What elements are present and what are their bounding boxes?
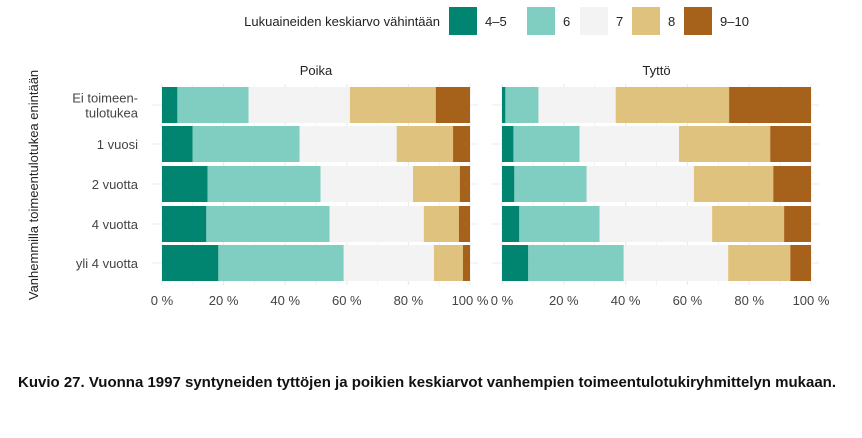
bar-segment	[206, 206, 330, 242]
bar-segment	[218, 245, 344, 281]
bar-segment	[579, 126, 680, 162]
bar-segment	[320, 166, 414, 202]
panel-title: Poika	[300, 63, 333, 78]
bar-segment	[162, 126, 193, 162]
legend-label: 6	[563, 14, 570, 29]
category-label: tulotukea	[85, 106, 139, 121]
bar-segment	[693, 166, 774, 202]
bar-segment	[770, 126, 811, 162]
legend-swatch	[527, 7, 555, 35]
bar-segment	[502, 87, 506, 123]
bar-segment	[413, 166, 460, 202]
category-label: 4 vuotta	[92, 217, 139, 232]
bar-segment	[329, 206, 424, 242]
legend-label: 7	[616, 14, 623, 29]
x-tick-label: 80 %	[394, 293, 424, 308]
bar-segment	[502, 126, 514, 162]
bar-segment	[162, 206, 207, 242]
bar-segment	[453, 126, 470, 162]
bar-segment	[435, 87, 470, 123]
bar-segment	[502, 245, 529, 281]
bar-segment	[458, 206, 470, 242]
x-tick-label: 0 %	[491, 293, 514, 308]
bar-segment	[729, 87, 811, 123]
figure-caption: Kuvio 27. Vuonna 1997 syntyneiden tyttöj…	[18, 374, 836, 391]
legend-swatch	[580, 7, 608, 35]
panel-title: Tyttö	[642, 63, 670, 78]
bar-segment	[623, 245, 729, 281]
y-axis-title: Vanhemmilla toimeentulotukea enintään	[26, 70, 41, 300]
bar-segment	[248, 87, 350, 123]
bar-segment	[505, 87, 539, 123]
x-tick-label: 60 %	[673, 293, 703, 308]
bar-segment	[502, 206, 520, 242]
bar-segment	[177, 87, 249, 123]
bar-segment	[343, 245, 434, 281]
bar-segment	[586, 166, 694, 202]
legend-label: 8	[668, 14, 675, 29]
bar-segment	[462, 245, 470, 281]
bar-segment	[519, 206, 600, 242]
x-tick-label: 20 %	[549, 293, 579, 308]
bar-segment	[712, 206, 785, 242]
legend-label: 9–10	[720, 14, 749, 29]
bar-segment	[773, 166, 811, 202]
legend-swatch	[684, 7, 712, 35]
x-tick-label: 20 %	[209, 293, 239, 308]
bar-segment	[162, 166, 208, 202]
legend-swatch	[632, 7, 660, 35]
bar-segment	[528, 245, 624, 281]
bar-segment	[728, 245, 791, 281]
bar-segment	[538, 87, 616, 123]
bar-segment	[192, 126, 300, 162]
bar-segment	[423, 206, 459, 242]
bar-segment	[615, 87, 730, 123]
bar-segment	[513, 126, 580, 162]
bar-segment	[679, 126, 771, 162]
bar-segment	[790, 245, 811, 281]
x-tick-label: 0 %	[151, 293, 174, 308]
x-tick-label: 60 %	[332, 293, 362, 308]
bar-segment	[162, 245, 219, 281]
legend-label: 4–5	[485, 14, 507, 29]
bar-segment	[502, 166, 515, 202]
bar-segment	[599, 206, 713, 242]
x-tick-label: 40 %	[270, 293, 300, 308]
x-tick-label: 100 %	[793, 293, 830, 308]
category-label: 1 vuosi	[97, 137, 138, 152]
legend-title: Lukuaineiden keskiarvo vähintään	[244, 14, 440, 29]
category-label: 2 vuotta	[92, 177, 139, 192]
stacked-bar-chart: Lukuaineiden keskiarvo vähintään 4–5 6 7 8 9–…	[26, 7, 830, 308]
bar-segment	[396, 126, 454, 162]
bar-segment	[514, 166, 587, 202]
bar-segment	[207, 166, 321, 202]
legend-swatch	[449, 7, 477, 35]
bar-segment	[349, 87, 436, 123]
bar-segment	[299, 126, 397, 162]
x-tick-label: 80 %	[734, 293, 764, 308]
category-label: yli 4 vuotta	[76, 256, 139, 271]
category-label: Ei toimeen-	[72, 91, 138, 106]
bar-segment	[433, 245, 463, 281]
x-tick-label: 40 %	[611, 293, 641, 308]
bar-segment	[784, 206, 811, 242]
bar-segment	[459, 166, 470, 202]
x-tick-label: 100 %	[452, 293, 489, 308]
bar-segment	[162, 87, 178, 123]
